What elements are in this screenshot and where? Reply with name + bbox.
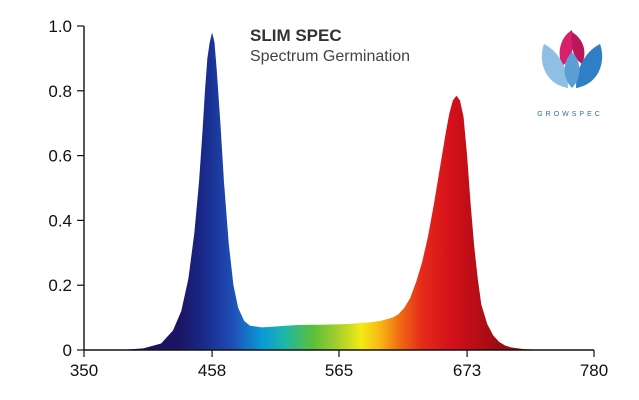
logo-text: GROWSPEC xyxy=(537,111,603,118)
logo-leaf-left xyxy=(541,44,568,88)
y-tick-label: 0 xyxy=(63,341,72,360)
y-tick-label: 1.0 xyxy=(48,17,72,36)
logo-leaf-right xyxy=(576,44,603,88)
growspec-logo xyxy=(541,30,603,88)
x-tick-label: 565 xyxy=(325,361,353,380)
y-tick-label: 0.6 xyxy=(48,147,72,166)
x-tick-label: 780 xyxy=(580,361,608,380)
y-tick-label: 0.4 xyxy=(48,211,72,230)
y-tick-label: 0.8 xyxy=(48,82,72,101)
spectrum-area xyxy=(119,32,553,350)
logo-petal-pink-right xyxy=(571,32,585,64)
logo-leaf-center xyxy=(564,52,580,88)
chart-subtitle: Spectrum Germination xyxy=(250,48,411,65)
chart-title: SLIM SPEC xyxy=(250,26,342,45)
y-tick-label: 0.2 xyxy=(48,276,72,295)
x-tick-label: 458 xyxy=(198,361,226,380)
x-tick-label: 350 xyxy=(70,361,98,380)
x-tick-label: 673 xyxy=(453,361,481,380)
plot-area: 350 458 565 673 780 0 0.2 0.4 0.6 0.8 1.0 xyxy=(48,17,608,380)
